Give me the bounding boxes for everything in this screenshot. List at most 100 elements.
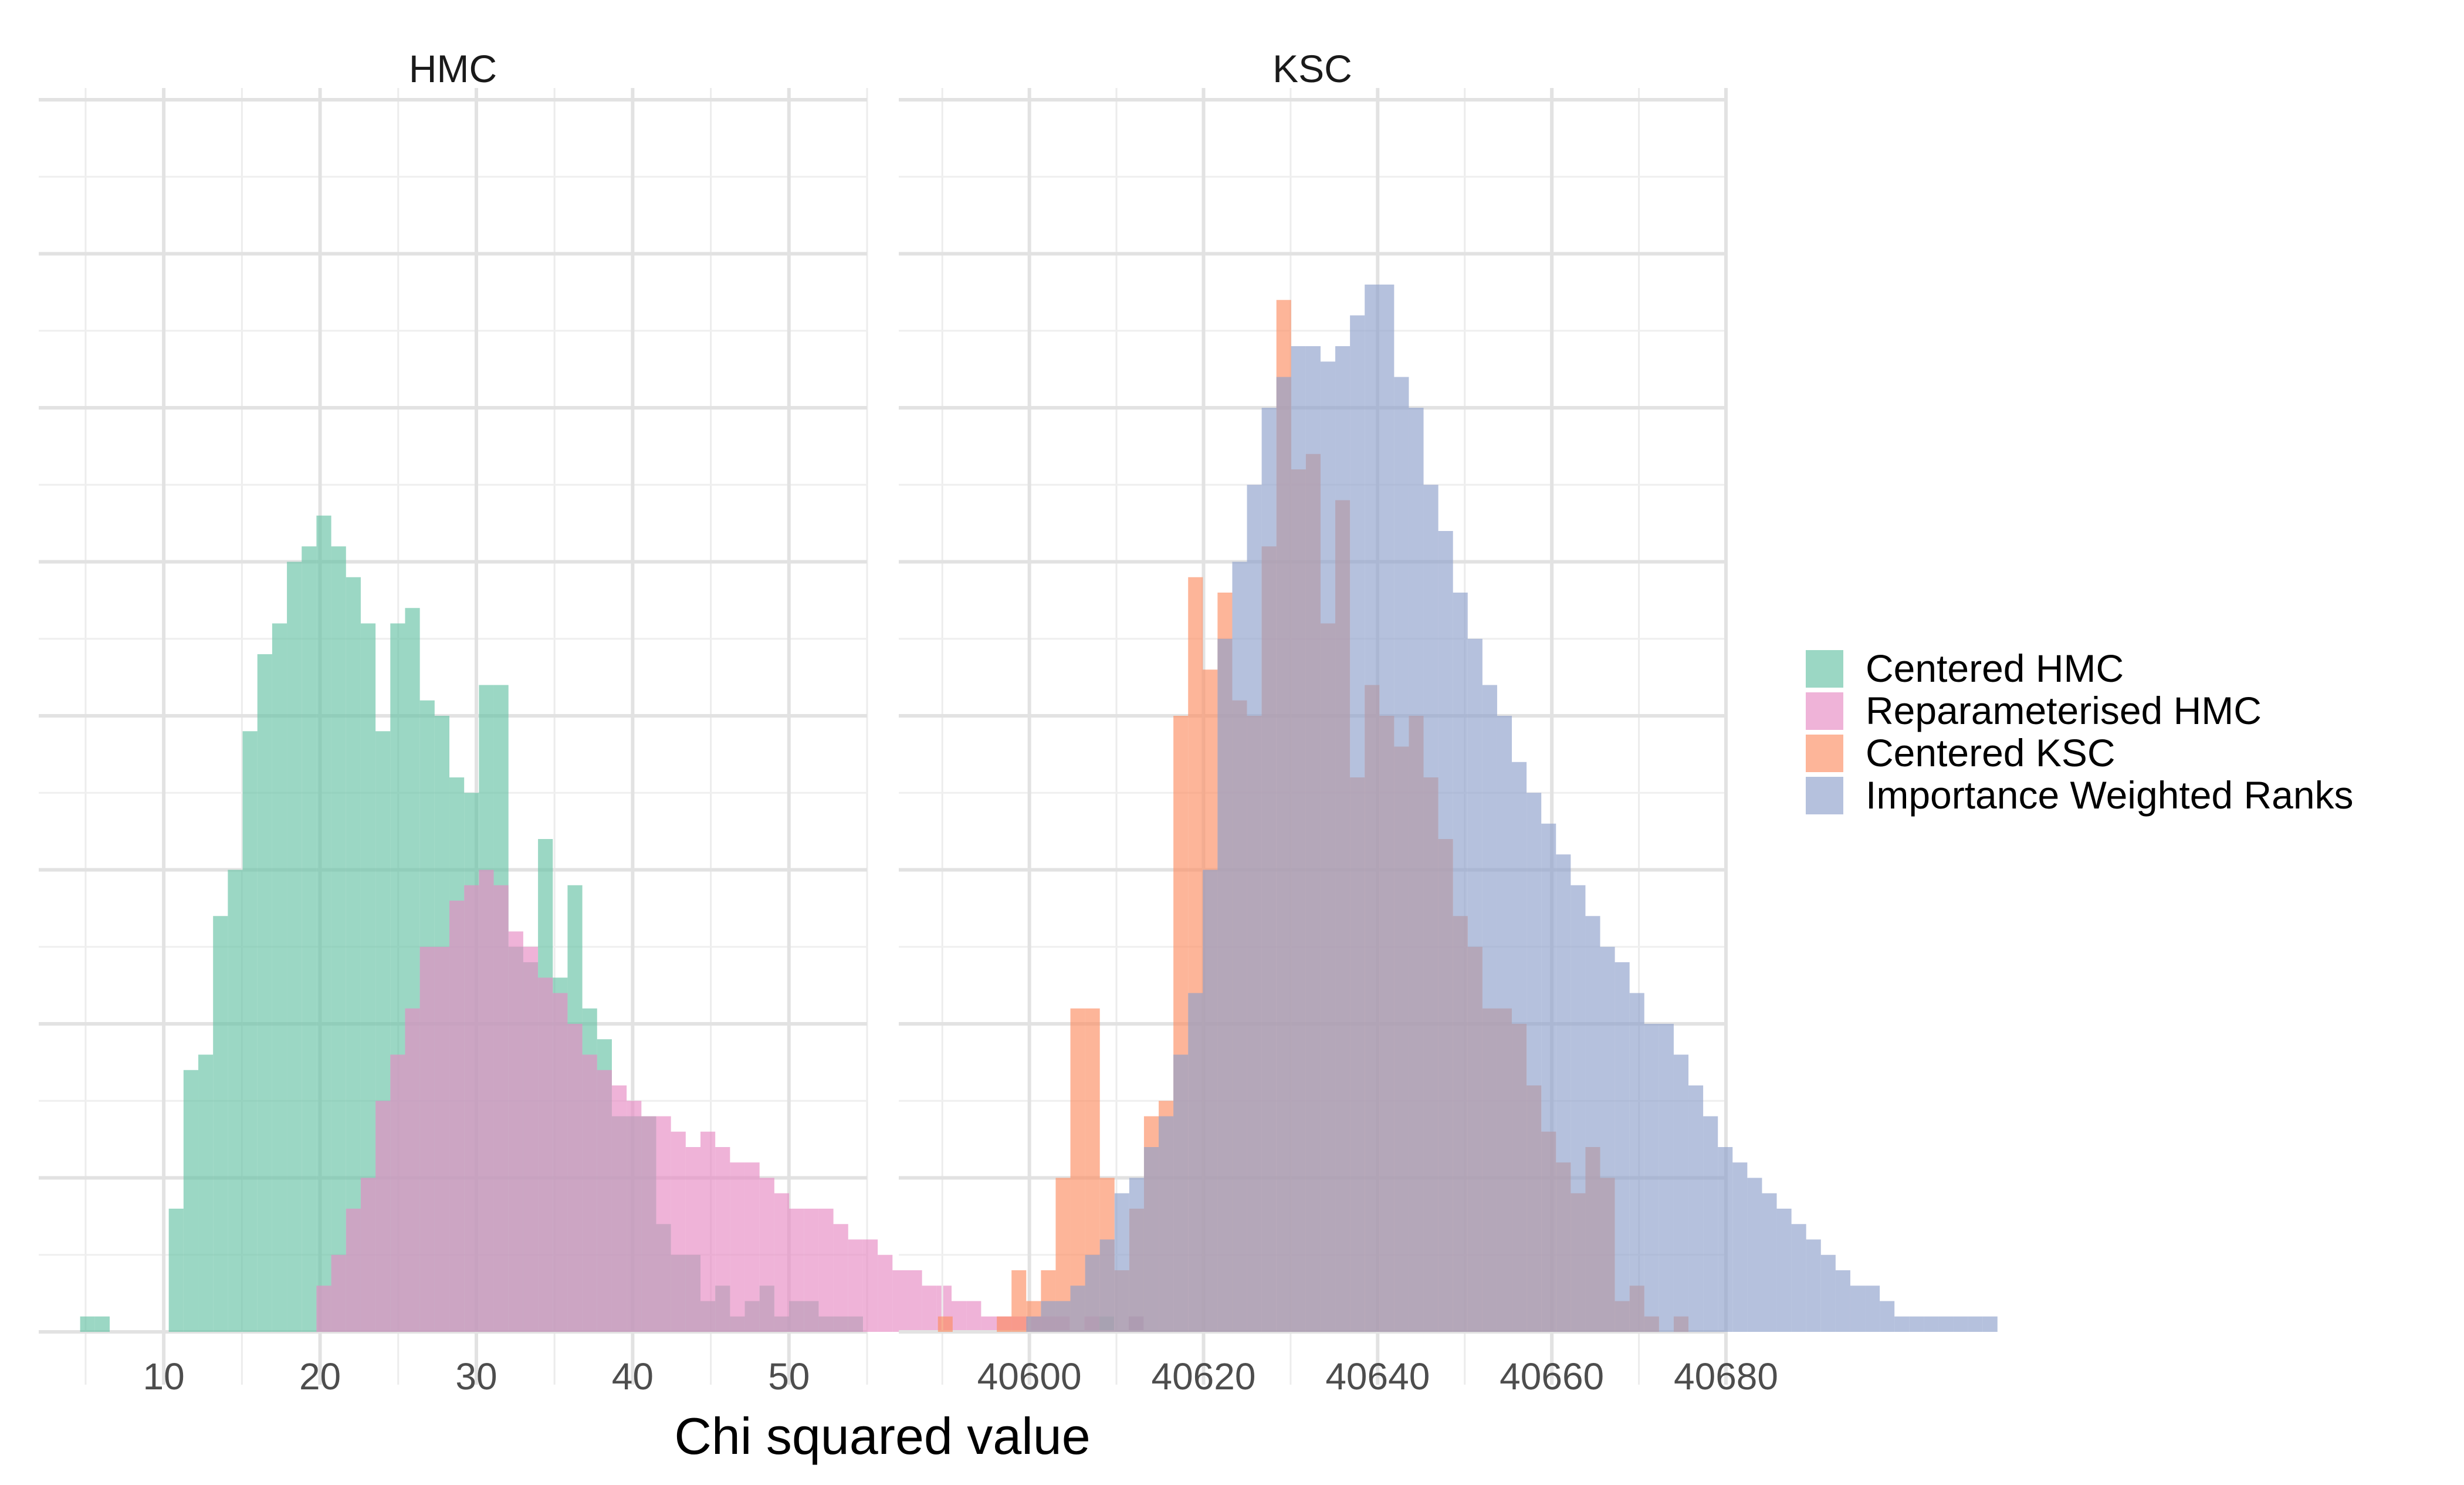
bar-importance-weighted-ranks [1026, 1316, 1041, 1332]
legend-key-centered-hmc [1806, 650, 1843, 688]
x-tick-label: 40660 [1500, 1355, 1604, 1398]
facet-title-ksc: KSC [1272, 47, 1352, 90]
bar-importance-weighted-ranks [1527, 793, 1542, 1332]
bar-importance-weighted-ranks [1261, 408, 1277, 1332]
legend-label: Importance Weighted Ranks [1866, 773, 2354, 817]
bar-reparameterised-hmc [892, 1270, 908, 1332]
bar-importance-weighted-ranks [1232, 561, 1247, 1332]
bar-importance-weighted-ranks [1938, 1316, 1954, 1332]
bar-importance-weighted-ranks [1585, 916, 1600, 1332]
x-tick-label: 40600 [977, 1355, 1082, 1398]
bar-centered-hmc [242, 731, 258, 1332]
bar-importance-weighted-ranks [1482, 685, 1497, 1332]
bar-importance-weighted-ranks [1747, 1178, 1762, 1332]
bar-importance-weighted-ranks [1835, 1270, 1850, 1332]
bar-reparameterised-hmc [627, 1101, 642, 1332]
bar-importance-weighted-ranks [1703, 1116, 1718, 1332]
bar-reparameterised-hmc [774, 1193, 790, 1332]
bar-importance-weighted-ranks [1629, 993, 1644, 1332]
bar-reparameterised-hmc [523, 946, 539, 1332]
bar-centered-hmc [272, 623, 287, 1332]
bar-importance-weighted-ranks [1982, 1316, 1998, 1332]
bar-reparameterised-hmc [715, 1147, 730, 1332]
legend-key-reparameterised-hmc [1806, 692, 1843, 730]
x-tick-label: 40640 [1325, 1355, 1430, 1398]
bar-importance-weighted-ranks [1894, 1316, 1910, 1332]
legend-label: Reparameterised HMC [1866, 689, 2262, 732]
bar-reparameterised-hmc [449, 901, 465, 1332]
bar-importance-weighted-ranks [1350, 315, 1365, 1332]
bar-importance-weighted-ranks [1688, 1085, 1704, 1332]
bar-importance-weighted-ranks [1909, 1316, 1924, 1332]
bar-reparameterised-hmc [671, 1131, 686, 1332]
bar-importance-weighted-ranks [1423, 485, 1439, 1332]
bar-importance-weighted-ranks [1438, 531, 1453, 1332]
bar-importance-weighted-ranks [1791, 1224, 1806, 1332]
bar-importance-weighted-ranks [1099, 1239, 1115, 1332]
bar-reparameterised-hmc [922, 1286, 937, 1332]
bar-reparameterised-hmc [862, 1239, 878, 1332]
bar-centered-hmc [198, 1054, 214, 1332]
bar-importance-weighted-ranks [1409, 408, 1424, 1332]
bar-reparameterised-hmc [493, 885, 509, 1332]
bar-centered-hmc [183, 1070, 199, 1332]
bar-importance-weighted-ranks [1394, 377, 1409, 1332]
bar-centered-hmc [228, 870, 243, 1332]
bar-reparameterised-hmc [818, 1209, 834, 1332]
bar-reparameterised-hmc [951, 1301, 967, 1332]
bar-importance-weighted-ranks [1276, 377, 1291, 1332]
bar-reparameterised-hmc [331, 1254, 346, 1332]
bar-centered-hmc [257, 654, 272, 1332]
bar-centered-ksc [1070, 1008, 1085, 1332]
bar-reparameterised-hmc [390, 1054, 405, 1332]
bar-importance-weighted-ranks [1806, 1239, 1821, 1332]
bar-importance-weighted-ranks [1129, 1178, 1144, 1332]
bar-importance-weighted-ranks [1762, 1193, 1777, 1332]
legend-label: Centered KSC [1866, 731, 2116, 774]
bar-reparameterised-hmc [878, 1254, 893, 1332]
bar-reparameterised-hmc [405, 1008, 420, 1332]
x-axis-title: Chi squared value [674, 1407, 1090, 1465]
bar-importance-weighted-ranks [1600, 946, 1615, 1332]
bar-centered-hmc [302, 546, 317, 1332]
x-tick-label: 50 [768, 1355, 810, 1398]
bar-reparameterised-hmc [316, 1286, 331, 1332]
bar-reparameterised-hmc [641, 1116, 656, 1332]
bar-reparameterised-hmc [346, 1209, 361, 1332]
x-tick-label: 20 [299, 1355, 341, 1398]
bar-importance-weighted-ranks [1173, 1054, 1189, 1332]
bar-reparameterised-hmc [833, 1224, 848, 1332]
facet-title-hmc: HMC [409, 47, 497, 90]
bar-importance-weighted-ranks [1732, 1162, 1748, 1332]
bar-importance-weighted-ranks [1541, 823, 1556, 1332]
bar-importance-weighted-ranks [1217, 638, 1233, 1332]
bar-reparameterised-hmc [685, 1147, 701, 1332]
bar-importance-weighted-ranks [1880, 1301, 1895, 1332]
bar-reparameterised-hmc [375, 1101, 391, 1332]
bar-importance-weighted-ranks [1291, 346, 1306, 1332]
bar-reparameterised-hmc [508, 931, 523, 1332]
bar-importance-weighted-ranks [1055, 1301, 1071, 1332]
bar-importance-weighted-ranks [1453, 593, 1468, 1332]
bar-reparameterised-hmc [744, 1162, 760, 1332]
bar-importance-weighted-ranks [1143, 1147, 1159, 1332]
bar-reparameterised-hmc [981, 1316, 996, 1332]
bar-importance-weighted-ranks [1159, 1116, 1174, 1332]
bar-reparameterised-hmc [848, 1239, 863, 1332]
bar-reparameterised-hmc [464, 885, 479, 1332]
bar-importance-weighted-ranks [1718, 1147, 1733, 1332]
x-tick-label: 40620 [1151, 1355, 1255, 1398]
bar-centered-hmc [316, 515, 331, 1332]
bar-reparameterised-hmc [759, 1178, 774, 1332]
bar-reparameterised-hmc [360, 1178, 376, 1332]
bar-centered-hmc [287, 561, 302, 1332]
bar-centered-hmc [331, 546, 346, 1332]
bar-reparameterised-hmc [434, 946, 450, 1332]
bar-importance-weighted-ranks [1924, 1316, 1939, 1332]
legend-label: Centered HMC [1866, 647, 2124, 690]
bar-centered-ksc [1011, 1270, 1027, 1332]
x-tick-label: 10 [143, 1355, 185, 1398]
bar-importance-weighted-ranks [1085, 1254, 1100, 1332]
bar-importance-weighted-ranks [1365, 285, 1380, 1332]
